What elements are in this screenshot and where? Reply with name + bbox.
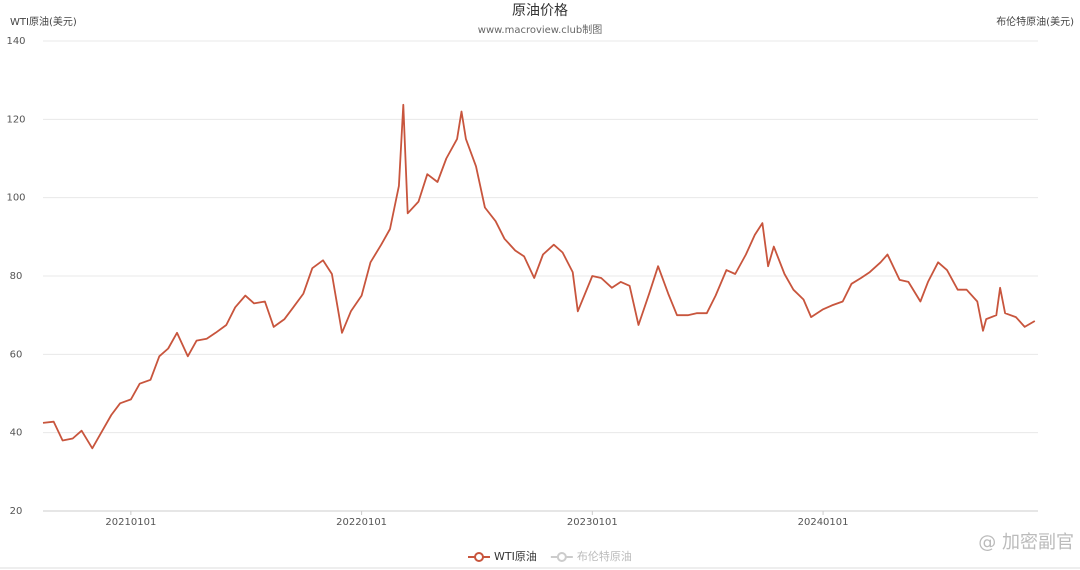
y-tick-label: 120 — [6, 114, 25, 125]
legend-icon[interactable] — [556, 552, 567, 562]
y-axis-title: WTI原油(美元) — [10, 15, 77, 28]
y2-axis-title: 布伦特原油(美元) — [996, 15, 1074, 28]
y-tick-label: 20 — [10, 506, 23, 517]
x-tick-label: 20230101 — [567, 517, 618, 528]
legend-label[interactable]: 布伦特原油 — [577, 549, 632, 563]
legend-label[interactable]: WTI原油 — [494, 549, 537, 563]
legend-icon[interactable] — [474, 552, 484, 562]
chart-title: 原油价格 — [512, 3, 568, 19]
y-tick-label: 80 — [10, 271, 23, 282]
y-tick-label: 40 — [10, 428, 23, 439]
chart-subtitle: www.macroview.club制图 — [478, 23, 602, 36]
watermark: @ 加密副官 — [978, 532, 1074, 553]
x-tick-label: 20210101 — [105, 517, 156, 528]
y-tick-label: 140 — [6, 36, 25, 47]
y-tick-label: 100 — [6, 193, 25, 204]
x-tick-label: 20240101 — [798, 517, 849, 528]
x-tick-label: 20220101 — [336, 517, 387, 528]
data-line — [42, 103, 1036, 450]
y-tick-label: 60 — [10, 349, 23, 360]
